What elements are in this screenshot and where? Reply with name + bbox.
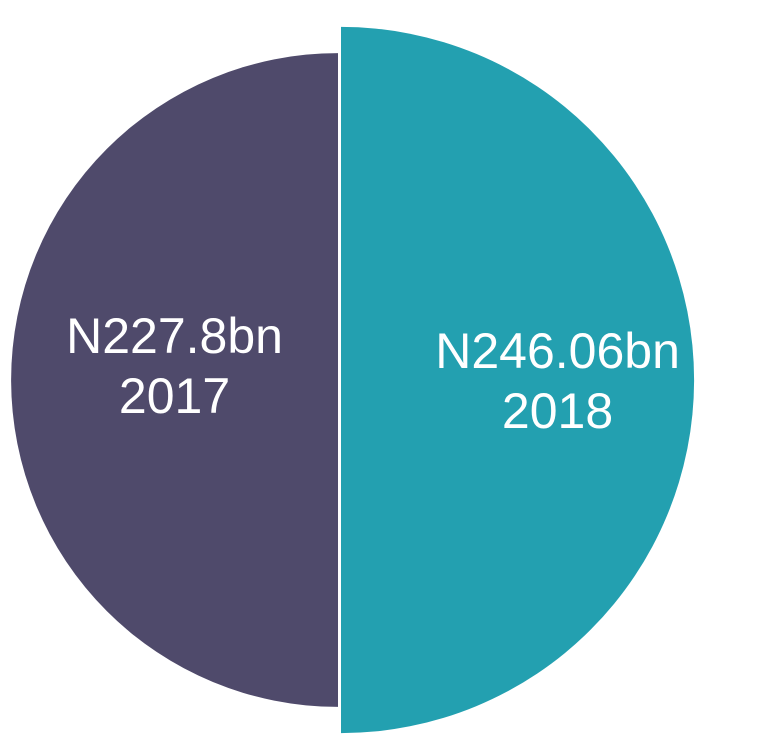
half-circle: [11, 53, 339, 707]
value-label: N227.8bn: [66, 308, 283, 364]
value-label: N246.06bn: [435, 323, 680, 379]
half-circle: [341, 26, 695, 734]
category-label: 2018: [502, 383, 613, 439]
category-label: 2017: [119, 368, 230, 424]
